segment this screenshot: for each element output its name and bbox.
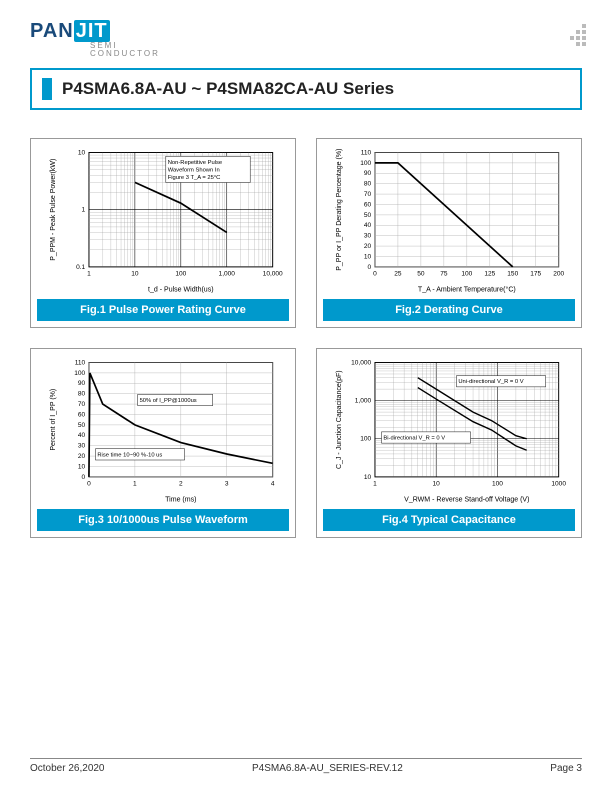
svg-text:Waveform Shown In: Waveform Shown In <box>168 167 220 173</box>
svg-text:20: 20 <box>364 243 372 250</box>
chart-1-caption: Fig.1 Pulse Power Rating Curve <box>37 299 289 321</box>
svg-text:10: 10 <box>78 463 86 470</box>
svg-text:50: 50 <box>78 422 86 429</box>
svg-text:100: 100 <box>360 436 371 443</box>
svg-text:Uni-directional V_R = 0 V: Uni-directional V_R = 0 V <box>458 379 523 385</box>
logo-pan: PAN <box>30 20 74 42</box>
svg-text:110: 110 <box>75 359 86 366</box>
svg-text:1: 1 <box>373 480 377 487</box>
chart-1-card: 1101001,00010,0000.1110t_d - Pulse Width… <box>30 138 296 328</box>
footer-rev: P4SMA6.8A-AU_SERIES-REV.12 <box>252 763 403 774</box>
svg-text:10,000: 10,000 <box>351 359 371 366</box>
svg-text:Bi-directional V_R = 0 V: Bi-directional V_R = 0 V <box>383 435 445 441</box>
chart-4-plot: 1101001000101001,00010,000V_RWM - Revers… <box>323 355 575 505</box>
svg-text:90: 90 <box>78 380 86 387</box>
svg-text:2: 2 <box>179 480 183 487</box>
svg-text:75: 75 <box>440 270 448 277</box>
svg-text:60: 60 <box>78 411 86 418</box>
svg-text:70: 70 <box>364 191 372 198</box>
chart-4-card: 1101001000101001,00010,000V_RWM - Revers… <box>316 348 582 538</box>
svg-text:3: 3 <box>225 480 229 487</box>
svg-text:110: 110 <box>361 149 372 156</box>
title-box: P4SMA6.8A-AU ~ P4SMA82CA-AU Series <box>30 68 582 110</box>
svg-text:0: 0 <box>82 474 86 481</box>
svg-text:0.1: 0.1 <box>76 264 85 271</box>
svg-text:1: 1 <box>133 480 137 487</box>
svg-text:10: 10 <box>364 474 372 481</box>
dots-decoration <box>564 24 588 48</box>
svg-text:50% of I_PP@1000us: 50% of I_PP@1000us <box>140 398 197 404</box>
svg-text:90: 90 <box>364 170 372 177</box>
chart-3-caption: Fig.3 10/1000us Pulse Waveform <box>37 509 289 531</box>
svg-text:10: 10 <box>131 270 139 277</box>
svg-text:t_d - Pulse Width(us): t_d - Pulse Width(us) <box>148 286 214 293</box>
footer-page: Page 3 <box>550 763 582 774</box>
logo-sub2: CONDUCTOR <box>90 49 160 58</box>
logo: PANJIT SEMI CONDUCTOR <box>30 20 582 58</box>
svg-text:4: 4 <box>271 480 275 487</box>
svg-text:Figure 3 T_A = 25°C: Figure 3 T_A = 25°C <box>168 175 221 181</box>
chart-2-card: 0 25 50 75 100 125 150 175 200 0 10 20 30 40 50 60 70 80 9… <box>316 138 582 328</box>
chart-2-plot: 0 25 50 75 100 125 150 175 200 0 10 20 30 40 50 60 70 80 9… <box>323 145 575 295</box>
svg-text:10: 10 <box>433 480 441 487</box>
svg-text:100: 100 <box>74 370 85 377</box>
svg-text:P_PPM - Peak Pulse Power(kW): P_PPM - Peak Pulse Power(kW) <box>50 159 57 261</box>
svg-text:C_J - Junction Capacitance(pF): C_J - Junction Capacitance(pF) <box>336 370 343 469</box>
svg-text:40: 40 <box>78 432 86 439</box>
svg-text:150: 150 <box>507 270 518 277</box>
logo-jit: JIT <box>74 20 110 42</box>
svg-text:0: 0 <box>87 480 91 487</box>
chart-3-card: 012340102030405060708090100110Time (ms)P… <box>30 348 296 538</box>
svg-text:1: 1 <box>82 207 86 214</box>
svg-text:1,000: 1,000 <box>355 398 372 405</box>
svg-text:0: 0 <box>373 270 377 277</box>
svg-text:30: 30 <box>78 443 86 450</box>
svg-text:Time (ms): Time (ms) <box>165 496 196 503</box>
svg-text:20: 20 <box>78 453 86 460</box>
chart-4-caption: Fig.4 Typical Capacitance <box>323 509 575 531</box>
svg-text:P_PP or I_PP Derating Percenta: P_PP or I_PP Derating Percentage (%) <box>336 149 343 271</box>
page-title: P4SMA6.8A-AU ~ P4SMA82CA-AU Series <box>62 79 394 99</box>
svg-text:100: 100 <box>175 270 186 277</box>
svg-text:Rise time 10~90 %-10 us: Rise time 10~90 %-10 us <box>97 452 162 458</box>
chart-3-plot: 012340102030405060708090100110Time (ms)P… <box>37 355 289 505</box>
svg-text:T_A - Ambient Temperature(°C): T_A - Ambient Temperature(°C) <box>418 285 516 293</box>
svg-text:30: 30 <box>364 233 372 240</box>
svg-text:100: 100 <box>360 160 371 167</box>
footer-date: October 26,2020 <box>30 763 105 774</box>
svg-text:Non-Repetitive Pulse: Non-Repetitive Pulse <box>168 160 222 166</box>
svg-text:10: 10 <box>78 149 86 156</box>
svg-text:175: 175 <box>530 270 541 277</box>
svg-text:Percent of I_PP (%): Percent of I_PP (%) <box>50 389 57 451</box>
svg-text:1,000: 1,000 <box>219 270 236 277</box>
svg-text:0: 0 <box>368 264 372 271</box>
title-accent <box>42 78 52 100</box>
svg-text:1: 1 <box>87 270 91 277</box>
svg-text:100: 100 <box>492 480 503 487</box>
svg-text:80: 80 <box>78 391 86 398</box>
svg-text:50: 50 <box>364 212 372 219</box>
svg-text:80: 80 <box>364 181 372 188</box>
svg-text:125: 125 <box>484 270 495 277</box>
footer: October 26,2020 P4SMA6.8A-AU_SERIES-REV.… <box>30 758 582 774</box>
svg-text:10,000: 10,000 <box>263 270 283 277</box>
svg-text:50: 50 <box>417 270 425 277</box>
svg-text:V_RWM - Reverse Stand-off Vol: V_RWM - Reverse Stand-off Voltage (V) <box>404 496 529 503</box>
svg-text:1000: 1000 <box>551 480 566 487</box>
svg-text:25: 25 <box>394 270 402 277</box>
svg-text:40: 40 <box>364 222 372 229</box>
svg-text:10: 10 <box>364 253 372 260</box>
svg-text:100: 100 <box>461 270 472 277</box>
chart-1-plot: 1101001,00010,0000.1110t_d - Pulse Width… <box>37 145 289 295</box>
svg-text:60: 60 <box>364 201 372 208</box>
chart-2-caption: Fig.2 Derating Curve <box>323 299 575 321</box>
svg-text:70: 70 <box>78 401 86 408</box>
svg-text:200: 200 <box>553 270 564 277</box>
